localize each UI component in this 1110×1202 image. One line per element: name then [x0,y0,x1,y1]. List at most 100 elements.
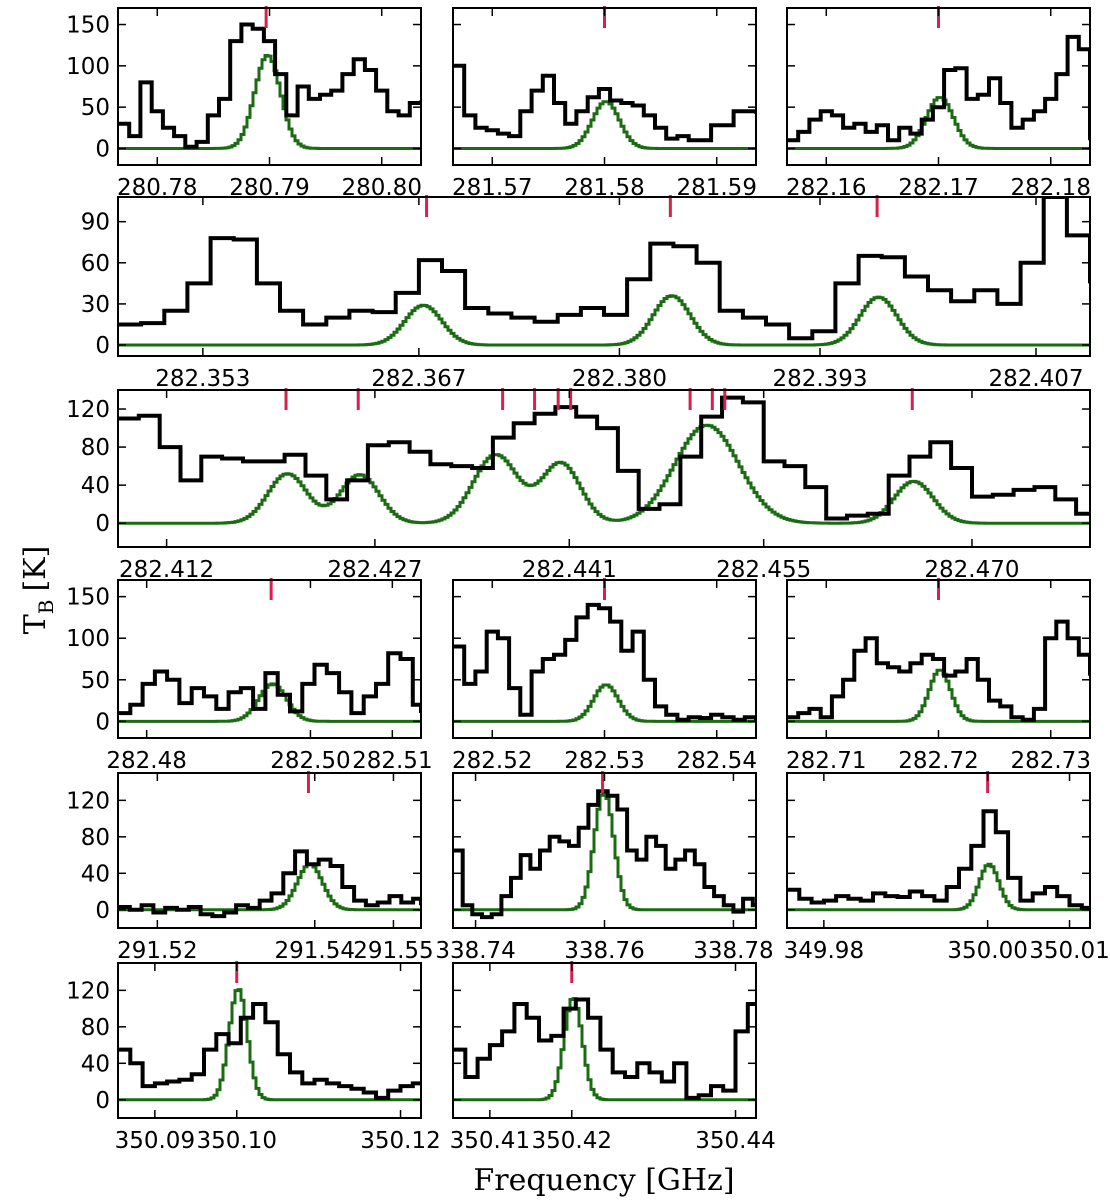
panel-frame [117,389,1091,548]
x-tick-label: 282.51 [352,748,432,774]
y-tick-label: 80 [81,1015,110,1041]
x-tick-label: 282.393 [772,366,867,392]
x-tick-label: 291.52 [117,938,197,964]
plot-area [118,988,421,1102]
panel-13: 350.41 350.42 350.44 [450,961,776,1154]
x-tick-label: 338.76 [564,938,644,964]
y-tick-label: 40 [81,473,110,499]
y-tick-label: 40 [81,1051,110,1077]
y-tick-label: 50 [81,95,110,121]
plot-area [787,34,1090,150]
x-tick-label: 282.412 [119,557,214,583]
x-tick-label: 282.54 [676,748,756,774]
x-tick-label: 350.10 [197,1128,277,1154]
x-tick-label: 282.427 [327,557,422,583]
y-tick-label: 120 [66,397,110,423]
x-tick-label: 350.09 [115,1128,195,1154]
y-tick-label: 90 [81,210,110,236]
plot-area [118,197,1090,347]
x-tick-label: 282.53 [564,748,644,774]
panel-5: 282.412 282.427 282.441 282.455 282.470 0 40 80… [66,388,1091,583]
x-tick-label: 350.41 [450,1128,530,1154]
panel-frame [786,772,1091,929]
x-axis-title: Frequency [GHz] [473,1163,734,1198]
x-tick-label: 291.54 [275,938,355,964]
observed-spectrum [453,997,756,1100]
x-tick-label: 282.441 [522,557,617,583]
x-tick-label: 350.44 [695,1128,775,1154]
y-tick-label: 0 [95,511,110,537]
panel-7: 282.52 282.53 282.54 [452,578,757,774]
y-tick-label: 60 [81,251,110,277]
y-tick-label: 50 [81,668,110,694]
plot-area [118,395,1090,525]
x-tick-label: 282.50 [270,748,350,774]
x-tick-label: 282.73 [1010,748,1090,774]
y-tick-label: 0 [95,898,110,924]
model-spectrum [787,862,1090,912]
observed-spectrum [787,809,1090,910]
x-tick-label: 282.52 [452,748,532,774]
observed-spectrum [453,63,756,143]
x-tick-label: 282.72 [898,748,978,774]
y-axis-title: T [18,614,53,634]
x-tick-label: 282.353 [155,366,250,392]
plot-area [453,997,756,1102]
x-tick-label: 338.78 [693,938,773,964]
observed-spectrum [118,651,421,716]
plot-area [118,651,421,723]
y-tick-label: 40 [81,861,110,887]
plot-area [453,602,756,723]
y-tick-label: 0 [95,136,110,162]
x-tick-label: 338.74 [435,938,515,964]
panel-4: 282.353 282.367 282.380 282.393 282.407 0 30 60… [81,195,1091,392]
y-tick-label: 0 [95,333,110,359]
y-tick-label: 0 [95,709,110,735]
panel-11: 349.98 350.00 350.01 [784,771,1110,964]
panel-8: 282.71 282.72 282.73 [786,578,1091,774]
observed-spectrum [118,849,421,919]
x-tick-label: 282.455 [716,557,811,583]
panel-frame [117,962,422,1119]
model-spectrum [118,294,1090,347]
observed-spectrum [118,395,1090,521]
x-tick-label: 349.98 [784,938,864,964]
y-tick-label: 120 [66,978,110,1004]
y-tick-label: 80 [81,825,110,851]
y-axis-title-unit: [K] [18,546,53,592]
x-tick-label: 282.48 [106,748,186,774]
model-spectrum [118,988,421,1102]
x-tick-label: 291.55 [353,938,433,964]
observed-spectrum [787,34,1090,143]
x-tick-label: 282.380 [572,366,667,392]
observed-spectrum [118,22,421,149]
x-tick-label: 350.12 [360,1128,440,1154]
model-spectrum [118,682,421,723]
y-axis-title-group: TB [K] [18,546,58,635]
panel-12: 350.09 350.10 350.12 0 40 80 120 [66,961,441,1154]
x-tick-label: 282.367 [371,366,466,392]
y-tick-label: 120 [66,788,110,814]
panel-6: 282.48 282.50 282.51 0 50 100 150 [66,578,433,774]
plot-area [787,619,1090,723]
y-tick-label: 150 [66,13,110,39]
plot-area [118,22,421,150]
observed-spectrum [453,602,756,722]
model-spectrum [787,96,1090,150]
model-spectrum [118,423,1090,525]
panel-frame [452,962,757,1119]
y-tick-label: 30 [81,292,110,318]
panel-frame [117,772,422,929]
y-tick-label: 100 [66,54,110,80]
observed-spectrum [453,789,756,920]
x-tick-label: 282.407 [988,366,1083,392]
x-tick-label: 282.71 [786,748,866,774]
plot-area [453,63,756,150]
panel-frame [117,579,422,739]
svg-text:TB[K]: TB [K] [18,546,58,635]
x-tick-label: 350.01 [1029,938,1109,964]
